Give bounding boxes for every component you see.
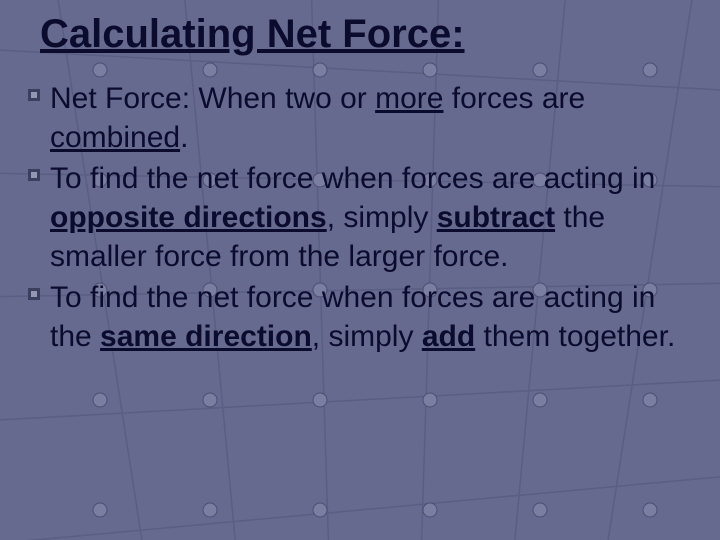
slide-title: Calculating Net Force: bbox=[40, 12, 692, 57]
bullet-item: To find the net force when forces are ac… bbox=[28, 278, 692, 356]
bullet-icon bbox=[28, 169, 40, 181]
bullet-item: Net Force: When two or more forces are c… bbox=[28, 79, 692, 157]
bullet-list: Net Force: When two or more forces are c… bbox=[28, 79, 692, 356]
bullet-icon bbox=[28, 89, 40, 101]
slide-content: Calculating Net Force: Net Force: When t… bbox=[0, 0, 720, 378]
bullet-text: Net Force: When two or more forces are c… bbox=[50, 79, 692, 157]
bullet-item: To find the net force when forces are ac… bbox=[28, 159, 692, 276]
bullet-icon bbox=[28, 288, 40, 300]
bullet-text: To find the net force when forces are ac… bbox=[50, 159, 692, 276]
bullet-text: To find the net force when forces are ac… bbox=[50, 278, 692, 356]
